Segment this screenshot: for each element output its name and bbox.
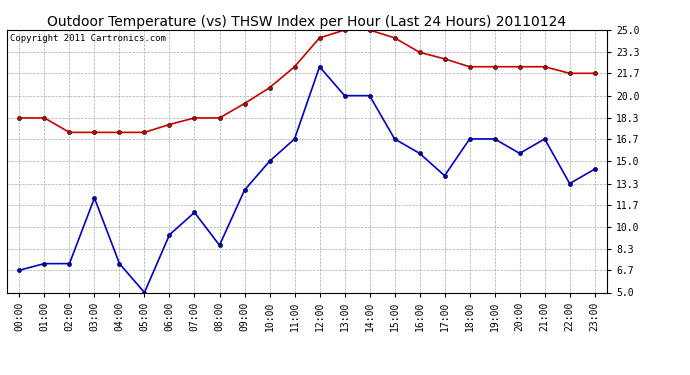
Title: Outdoor Temperature (vs) THSW Index per Hour (Last 24 Hours) 20110124: Outdoor Temperature (vs) THSW Index per … [48, 15, 566, 29]
Text: Copyright 2011 Cartronics.com: Copyright 2011 Cartronics.com [10, 34, 166, 43]
